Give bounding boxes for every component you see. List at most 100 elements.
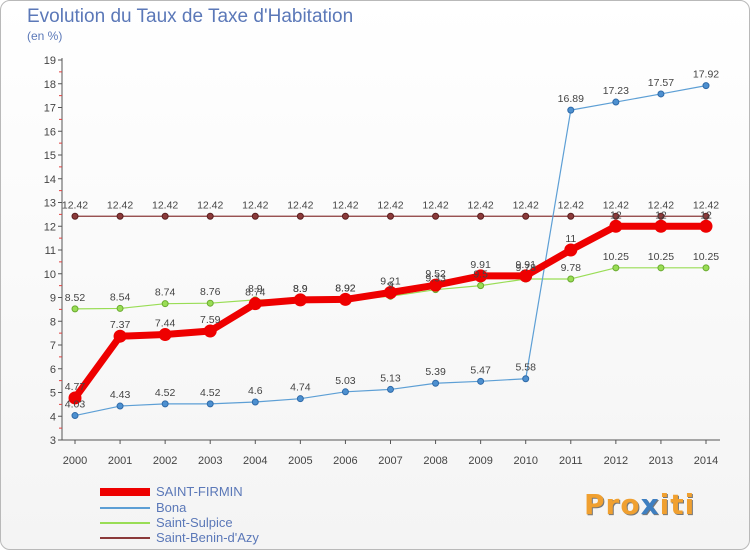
point-saint-sulpice [612, 264, 620, 272]
data-label-saint-benin-d-azy: 12.42 [152, 199, 178, 211]
data-label-bona: 5.39 [425, 366, 446, 378]
data-label-saint-firmin: 12 [610, 209, 622, 221]
point-saint-firmin [384, 286, 397, 300]
point-saint-benin-d-azy [296, 212, 304, 220]
point-saint-firmin [338, 292, 352, 306]
data-label-bona: 17.57 [648, 77, 674, 89]
x-tick-label: 2012 [604, 455, 628, 467]
data-label-bona: 4.52 [200, 387, 221, 399]
point-bona [387, 385, 394, 393]
y-tick-label: 3 [50, 435, 56, 447]
data-label-saint-benin-d-azy: 12.42 [197, 199, 223, 211]
data-label-saint-benin-d-azy: 12.42 [107, 199, 133, 211]
point-bona [251, 398, 259, 406]
data-label-saint-benin-d-azy: 12.42 [468, 199, 494, 211]
x-tick-label: 2004 [243, 455, 267, 467]
point-bona [657, 90, 665, 98]
y-tick-label: 7 [50, 340, 56, 352]
point-bona [71, 412, 79, 420]
data-label-bona: 5.03 [335, 375, 356, 387]
y-tick-label: 18 [44, 79, 56, 91]
data-label-saint-benin-d-azy: 12.42 [332, 199, 358, 211]
logo-part: Pro [584, 488, 641, 521]
data-label-saint-sulpice: 10.25 [693, 251, 719, 263]
data-label-saint-firmin: 9.21 [380, 276, 401, 288]
legend-swatch-saint-benin [100, 537, 150, 539]
point-saint-benin-d-azy [612, 212, 620, 220]
data-label-saint-firmin: 9.52 [425, 268, 446, 280]
logo-part: iti [659, 488, 696, 521]
x-tick-label: 2006 [333, 455, 357, 467]
chart-title: Evolution du Taux de Taxe d'Habitation [27, 6, 354, 27]
data-label-saint-benin-d-azy: 12.42 [62, 199, 88, 211]
point-saint-benin-d-azy [522, 212, 530, 220]
legend-swatch-saint-sulpice [100, 522, 150, 524]
x-tick-label: 2009 [468, 455, 492, 467]
point-saint-firmin [429, 278, 443, 292]
data-label-bona: 4.74 [290, 382, 311, 394]
data-label-bona: 17.92 [693, 69, 719, 81]
x-tick-label: 2000 [63, 455, 87, 467]
data-label-saint-benin-d-azy: 12.42 [242, 199, 268, 211]
legend-swatch-bona [100, 507, 150, 509]
point-bona [477, 377, 485, 385]
point-bona [702, 82, 710, 90]
data-label-saint-sulpice: 9.5 [473, 269, 488, 281]
logo-part: x [640, 488, 660, 521]
data-label-saint-firmin: 7.37 [110, 319, 131, 331]
data-label-saint-sulpice: 9.78 [561, 262, 582, 274]
y-tick-label: 9 [50, 293, 56, 305]
data-label-saint-benin-d-azy: 12.42 [603, 199, 629, 211]
data-label-saint-firmin: 7.44 [155, 318, 176, 330]
point-saint-sulpice [657, 264, 665, 272]
data-label-saint-benin-d-azy: 12.42 [377, 199, 403, 211]
data-label-saint-benin-d-azy: 12.42 [513, 199, 539, 211]
y-tick-label: 11 [45, 245, 56, 257]
point-saint-benin-d-azy [477, 212, 485, 220]
data-label-saint-firmin: 8.74 [245, 287, 266, 299]
point-saint-firmin [519, 269, 533, 283]
data-label-saint-sulpice: 8.54 [110, 291, 131, 303]
legend-label-saint-sulpice: Saint-Sulpice [156, 515, 233, 530]
data-label-saint-firmin: 12 [700, 209, 712, 221]
data-label-bona: 5.47 [470, 364, 491, 376]
data-label-saint-sulpice: 8.9 [248, 283, 263, 295]
y-tick-label: 17 [44, 103, 56, 115]
y-tick-label: 13 [44, 198, 56, 210]
y-tick-label: 6 [50, 364, 56, 376]
data-label-saint-sulpice: 9.78 [515, 262, 536, 274]
point-saint-benin-d-azy [116, 212, 124, 220]
proxiti-logo: Proxiti [584, 488, 695, 521]
point-bona [341, 388, 349, 396]
x-tick-label: 2010 [513, 455, 537, 467]
point-saint-benin-d-azy [432, 212, 440, 220]
y-tick-label: 10 [44, 269, 56, 281]
y-tick-label: 14 [44, 174, 56, 186]
data-label-saint-benin-d-azy: 12.42 [558, 199, 584, 211]
data-label-bona: 16.89 [558, 93, 584, 105]
point-saint-sulpice [206, 299, 214, 307]
point-saint-firmin [158, 328, 172, 342]
point-saint-sulpice [116, 304, 124, 312]
data-label-saint-benin-d-azy: 12.42 [648, 199, 674, 211]
point-bona [116, 402, 124, 410]
data-label-bona: 5.58 [515, 362, 536, 374]
chart-unit-label: (en %) [27, 29, 63, 43]
y-tick-label: 12 [44, 221, 56, 233]
point-saint-firmin [293, 293, 307, 307]
data-label-bona: 4.52 [155, 387, 176, 399]
point-bona [206, 400, 214, 408]
point-saint-sulpice [477, 282, 485, 290]
data-label-saint-firmin: 8.92 [335, 282, 356, 294]
point-saint-firmin [248, 297, 262, 311]
point-saint-benin-d-azy [206, 212, 214, 220]
point-bona [161, 400, 169, 408]
point-saint-firmin [654, 219, 668, 233]
point-bona [432, 379, 440, 387]
data-label-saint-firmin: 9.91 [515, 259, 536, 271]
point-saint-firmin [203, 324, 217, 338]
y-tick-label: 19 [44, 55, 56, 67]
x-tick-label: 2005 [288, 455, 312, 467]
data-label-bona: 4.6 [248, 385, 263, 397]
